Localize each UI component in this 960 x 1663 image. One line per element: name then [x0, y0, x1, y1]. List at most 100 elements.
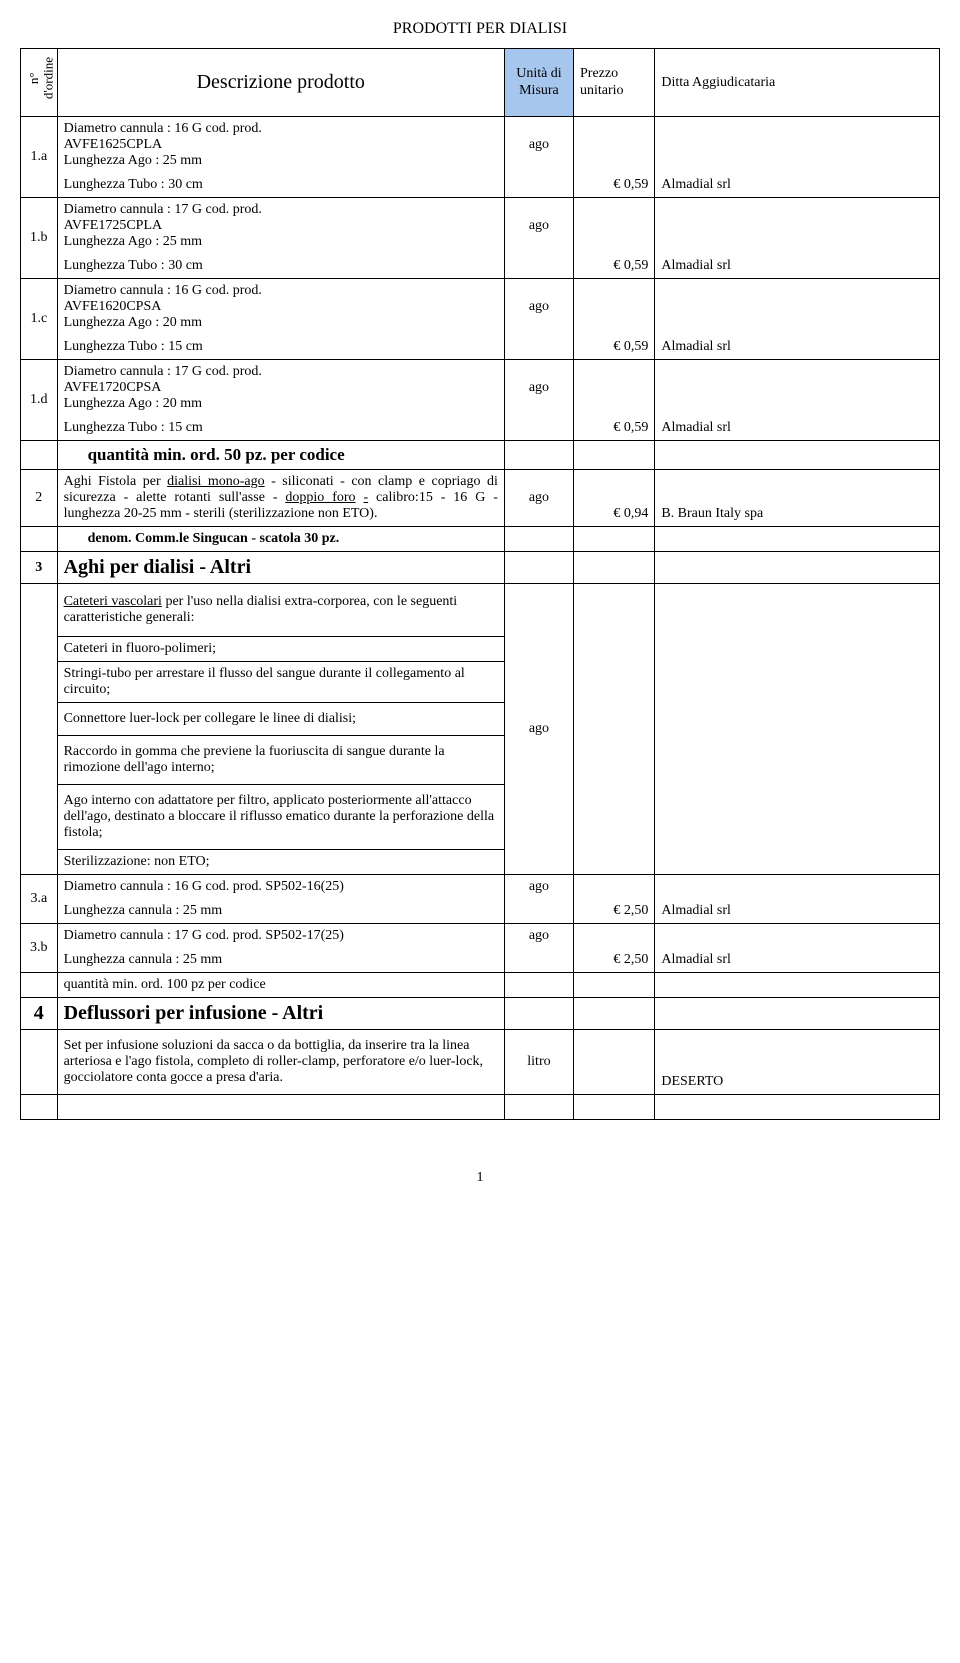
uom-cell [504, 441, 573, 470]
uom-cell [504, 527, 573, 552]
uom-cell: litro [504, 1030, 573, 1095]
table-row: Lunghezza Tubo : 15 cm € 0,59 Almadial s… [21, 416, 940, 441]
table-row: Lunghezza cannula : 25 mm € 2,50 Almadia… [21, 899, 940, 924]
table-row: Lunghezza Tubo : 30 cm € 0,59 Almadial s… [21, 254, 940, 279]
uom-cell: ago [504, 279, 573, 336]
ditta-cell: DESERTO [655, 1030, 940, 1095]
ditta-cell [655, 441, 940, 470]
ditta-cell [655, 527, 940, 552]
price-cell [574, 584, 655, 875]
ditta-cell [655, 973, 940, 998]
uom-cell: ago [504, 924, 573, 949]
uom-cell [504, 173, 573, 198]
desc-cell: Lunghezza cannula : 25 mm [57, 899, 504, 924]
desc-cell: Connettore luer-lock per collegare le li… [57, 703, 504, 736]
qty-note: quantità min. ord. 100 pz per codice [57, 973, 504, 998]
desc-cell: Sterilizzazione: non ETO; [57, 850, 504, 875]
table-row: 1.d Diametro cannula : 17 G cod. prod.AV… [21, 360, 940, 417]
ditta-cell [655, 198, 940, 255]
uom-cell: ago [504, 360, 573, 417]
table-row: 1.a Diametro cannula : 16 G cod. prod.AV… [21, 117, 940, 174]
table-row: 2 Aghi Fistola per dialisi mono-ago - si… [21, 470, 940, 527]
hdr-desc: Descrizione prodotto [57, 49, 504, 117]
desc-cell: Lunghezza Tubo : 15 cm [57, 416, 504, 441]
ditta-cell: Almadial srl [655, 948, 940, 973]
desc-cell: Set per infusione soluzioni da sacca o d… [57, 1030, 504, 1095]
price-cell [574, 360, 655, 417]
ord-cell: 1.a [21, 117, 58, 198]
table-row: quantità min. ord. 100 pz per codice [21, 973, 940, 998]
ditta-cell [655, 1095, 940, 1120]
table-header-row: n°d'ordine Descrizione prodotto Unità di… [21, 49, 940, 117]
section-title: Deflussori per infusione - Altri [57, 998, 504, 1030]
ditta-cell [655, 924, 940, 949]
desc-cell: Aghi Fistola per dialisi mono-ago - sili… [57, 470, 504, 527]
table-row: quantità min. ord. 50 pz. per codice [21, 441, 940, 470]
page-number: 1 [20, 1170, 940, 1186]
ord-cell: 1.b [21, 198, 58, 279]
table-row: 1.b Diametro cannula : 17 G cod. prod.AV… [21, 198, 940, 255]
ord-cell [21, 527, 58, 552]
ditta-cell [655, 552, 940, 584]
desc-cell: Lunghezza Tubo : 15 cm [57, 335, 504, 360]
page-title: PRODOTTI PER DIALISI [20, 20, 940, 38]
price-cell [574, 875, 655, 900]
uom-cell: ago [504, 198, 573, 255]
price-cell [574, 552, 655, 584]
ord-cell [21, 441, 58, 470]
uom-cell [504, 1095, 573, 1120]
uom-cell [504, 552, 573, 584]
ditta-cell: Almadial srl [655, 173, 940, 198]
desc-cell: Diametro cannula : 17 G cod. prod.AVFE17… [57, 198, 504, 255]
ditta-cell [655, 360, 940, 417]
price-cell: € 0,59 [574, 416, 655, 441]
desc-cell: Lunghezza Tubo : 30 cm [57, 254, 504, 279]
desc-cell: Lunghezza cannula : 25 mm [57, 948, 504, 973]
desc-cell: Raccordo in gomma che previene la fuoriu… [57, 736, 504, 785]
ditta-cell [655, 584, 940, 875]
table-row: 3.b Diametro cannula : 17 G cod. prod. S… [21, 924, 940, 949]
ditta-cell [655, 875, 940, 900]
ditta-cell [655, 998, 940, 1030]
uom-cell [504, 899, 573, 924]
table-row: denom. Comm.le Singucan - scatola 30 pz. [21, 527, 940, 552]
hdr-ord: n°d'ordine [21, 49, 58, 117]
ord-cell [21, 973, 58, 998]
ditta-cell [655, 117, 940, 174]
ditta-cell: B. Braun Italy spa [655, 470, 940, 527]
hdr-uom: Unità diMisura [504, 49, 573, 117]
uom-cell [504, 948, 573, 973]
desc-cell: Cateteri vascolari per l'uso nella diali… [57, 584, 504, 637]
ditta-cell: Almadial srl [655, 335, 940, 360]
uom-cell [504, 998, 573, 1030]
price-cell [574, 117, 655, 174]
price-cell [574, 924, 655, 949]
ord-cell: 3.a [21, 875, 58, 924]
desc-cell: Stringi-tubo per arrestare il flusso del… [57, 662, 504, 703]
table-row: Lunghezza Tubo : 30 cm € 0,59 Almadial s… [21, 173, 940, 198]
table-row: 4 Deflussori per infusione - Altri [21, 998, 940, 1030]
uom-cell [504, 416, 573, 441]
price-cell: € 0,59 [574, 254, 655, 279]
table-row: Cateteri vascolari per l'uso nella diali… [21, 584, 940, 637]
ditta-cell: Almadial srl [655, 254, 940, 279]
ord-cell: 3 [21, 552, 58, 584]
ord-cell: 1.c [21, 279, 58, 360]
ditta-cell [655, 279, 940, 336]
uom-cell: ago [504, 470, 573, 527]
uom-cell: ago [504, 117, 573, 174]
price-cell: € 0,59 [574, 173, 655, 198]
table-row: 1.c Diametro cannula : 16 G cod. prod.AV… [21, 279, 940, 336]
uom-cell: ago [504, 584, 573, 875]
desc-cell: Diametro cannula : 17 G cod. prod. SP502… [57, 924, 504, 949]
price-cell [574, 441, 655, 470]
table-row: 3.a Diametro cannula : 16 G cod. prod. S… [21, 875, 940, 900]
uom-cell [504, 973, 573, 998]
ord-cell: 3.b [21, 924, 58, 973]
desc-cell: Cateteri in fluoro-polimeri; [57, 637, 504, 662]
price-cell [574, 973, 655, 998]
hdr-ditta: Ditta Aggiudicataria [655, 49, 940, 117]
price-cell: € 0,59 [574, 335, 655, 360]
desc-cell: Ago interno con adattatore per filtro, a… [57, 785, 504, 850]
desc-cell: Diametro cannula : 16 G cod. prod. SP502… [57, 875, 504, 900]
